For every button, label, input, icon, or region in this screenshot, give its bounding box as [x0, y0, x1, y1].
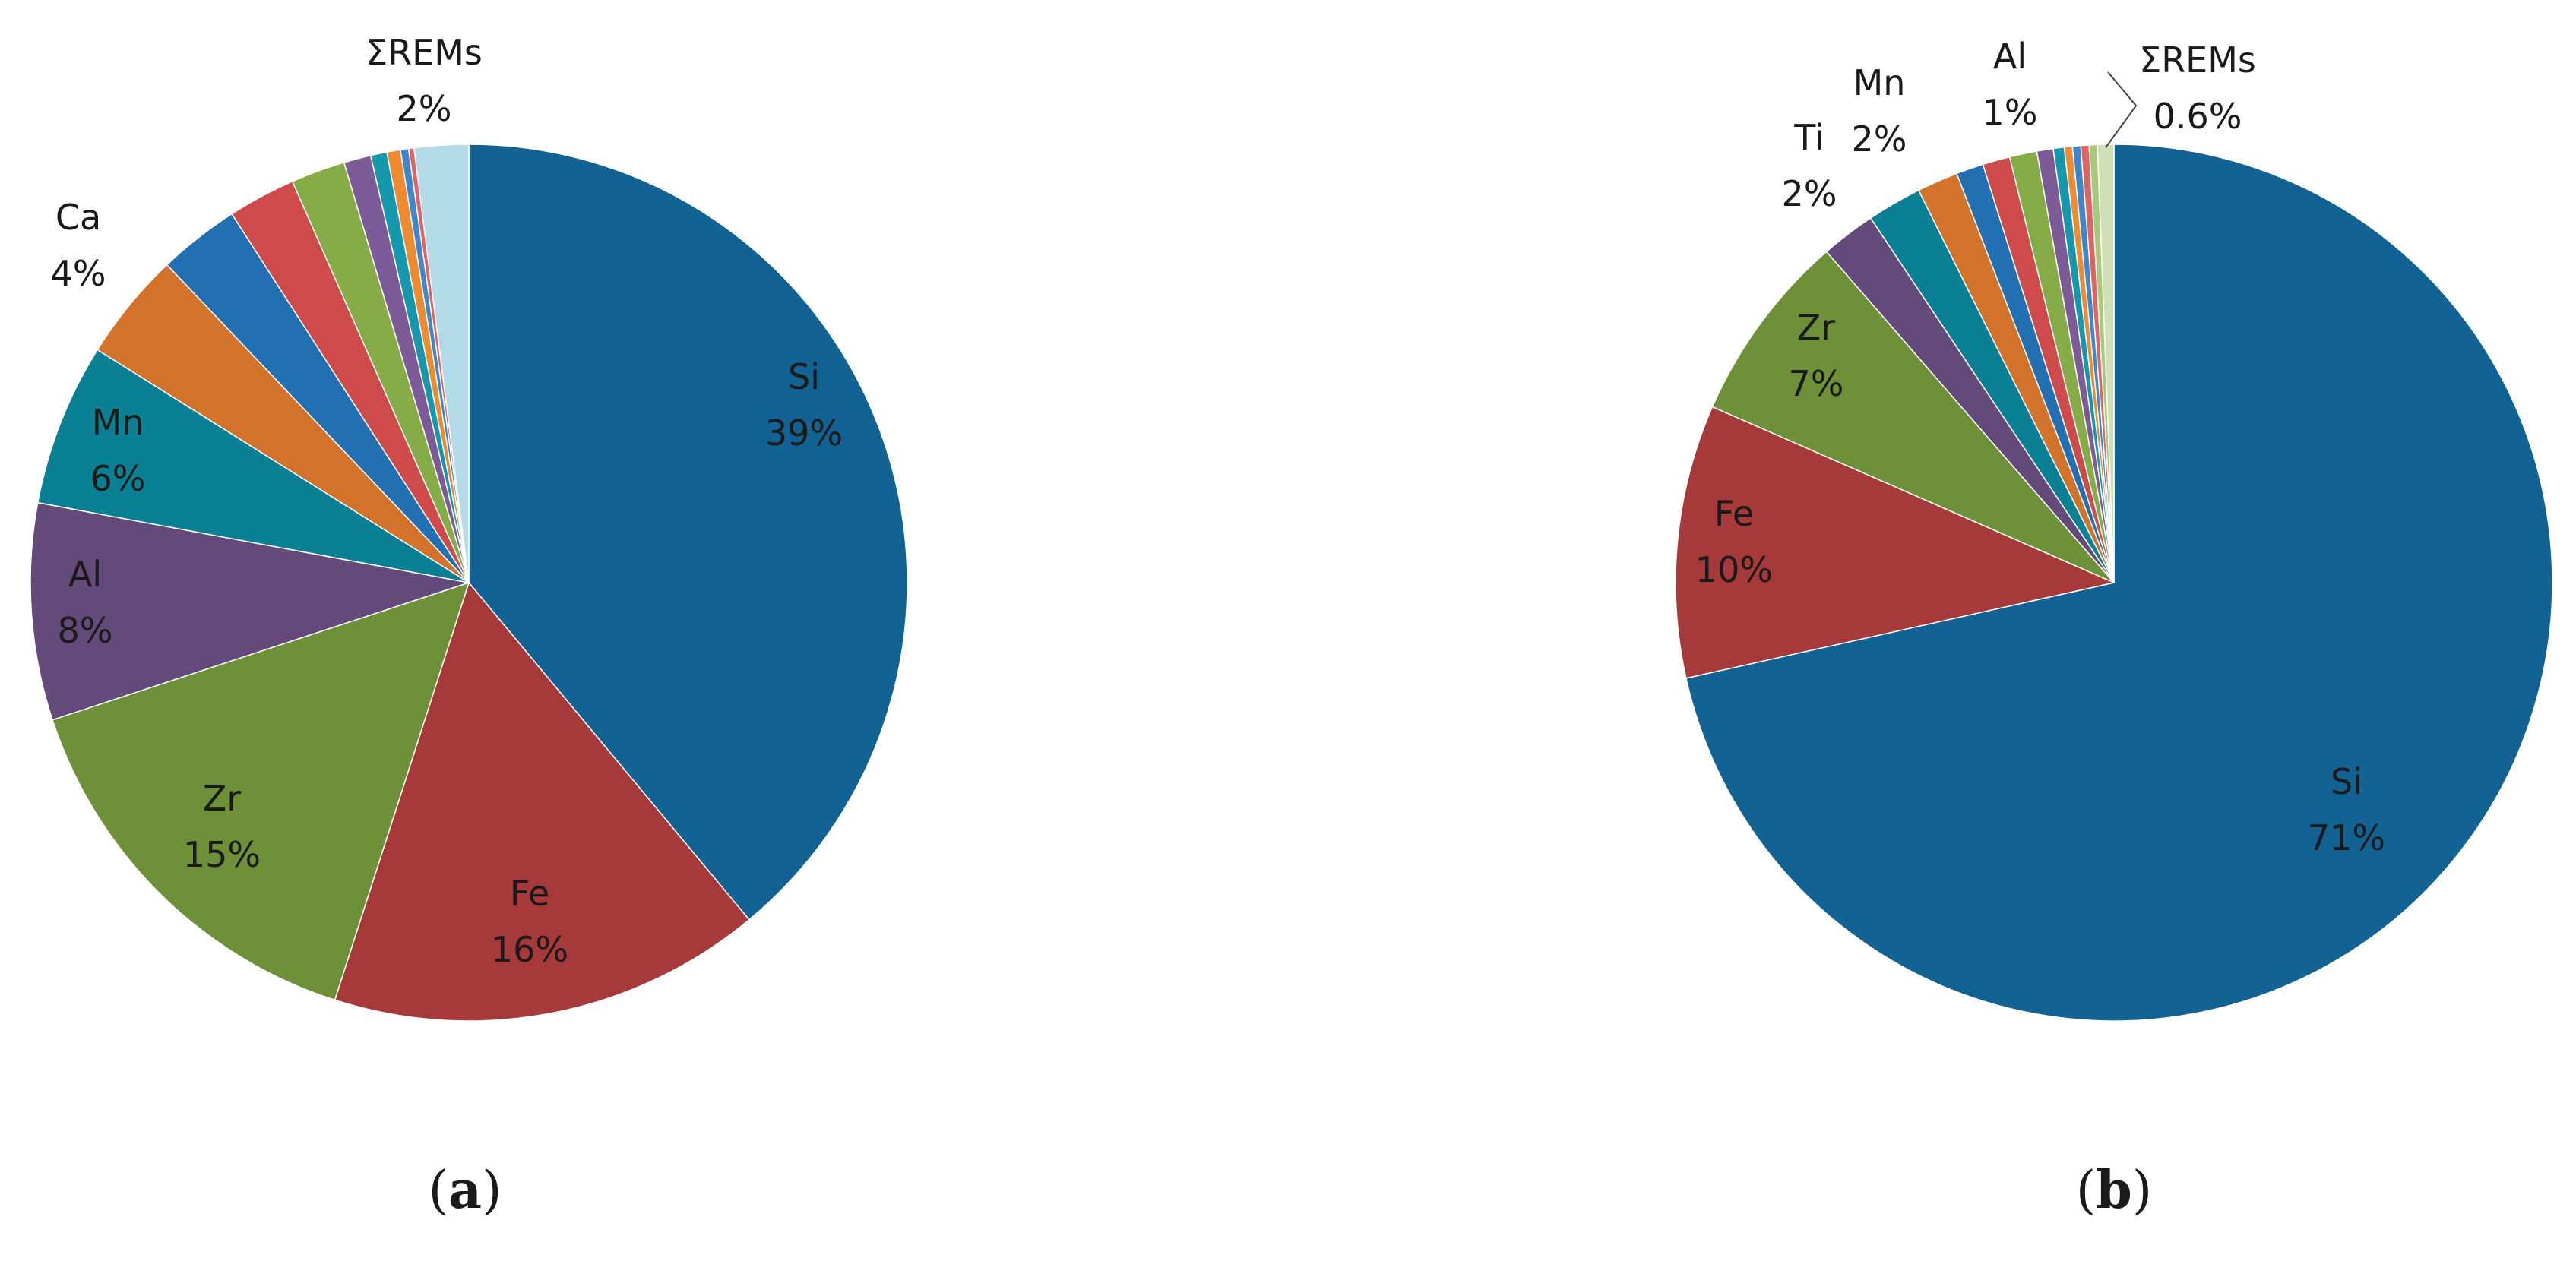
slice-label-name: ΣREMs [366, 32, 483, 73]
pie-a-label-ca: Ca 4% [51, 197, 106, 294]
slice-label-name: Al [68, 554, 102, 595]
slice-label-name: Si [788, 356, 820, 397]
pie-b-label-al: Al 1% [1983, 36, 2038, 133]
slice-label-value: 8% [58, 610, 113, 651]
slice-label-name: Ca [55, 197, 101, 238]
slice-label-value: 71% [2308, 817, 2385, 858]
pie-a-slice-al [30, 501, 470, 721]
pie-b-label-sum-rems: ΣREMs 0.6% [2139, 40, 2256, 137]
panel-label-a: (a) [428, 1160, 502, 1221]
pie-a-label-si: Si 39% [765, 356, 843, 454]
pie-a-label-zr: Zr 15% [183, 778, 261, 875]
slice-label-name: Zr [1797, 307, 1836, 348]
slice-label-value: 6% [90, 458, 146, 499]
pie-a-slice-sum-rems [413, 144, 470, 583]
pie-b-label-fe: Fe 10% [1695, 493, 1773, 590]
slice-label-name: Fe [510, 873, 549, 914]
pie-chart-b: Si 71% Fe 10% Zr 7% Ti 2% Mn 2% Al 1% ΣREMs 0.6% [1675, 36, 2553, 1022]
slice-label-value: 4% [51, 253, 106, 294]
slice-label-name: Mn [1853, 62, 1906, 103]
pie-b-label-zr: Zr 7% [1789, 307, 1844, 404]
pie-a-slice-fe [334, 581, 750, 1022]
pie-b-label-ti: Ti 2% [1782, 117, 1837, 214]
slice-label-value: 39% [765, 412, 843, 454]
slice-label-value: 2% [1852, 119, 1907, 160]
pie-b-label-mn: Mn 2% [1852, 62, 1907, 160]
slice-label-name: Mn [92, 402, 144, 443]
pie-b-slice-zr [1711, 251, 2115, 583]
slice-label-name: Ti [1793, 117, 1824, 158]
slice-label-name: Fe [1714, 493, 1754, 534]
slice-label-value: 15% [183, 834, 261, 875]
slice-label-value: 0.6% [2154, 96, 2242, 137]
slice-label-value: 1% [1983, 92, 2038, 133]
slice-label-name: ΣREMs [2139, 40, 2256, 81]
slice-label-value: 10% [1695, 549, 1773, 590]
pie-b-slice-sum-rems [2097, 144, 2115, 583]
pie-a-slice-zr [52, 581, 470, 1001]
slice-label-name: Zr [203, 778, 242, 819]
panel-label-b-letter: b [2096, 1160, 2132, 1221]
slice-label-value: 16% [491, 929, 568, 970]
slice-label-value: 7% [1789, 363, 1844, 404]
pie-b-slice-fe [1675, 406, 2116, 679]
panel-label-a-letter: a [448, 1160, 482, 1221]
pie-a-slice-si [468, 144, 908, 921]
pie-chart-a: Si 39% Fe 16% Zr 15% Al 8% Mn 6% Ca 4% ΣREMs 2% [30, 32, 908, 1022]
pie-a-label-al: Al 8% [58, 554, 113, 651]
pie-b-label-si: Si 71% [2308, 761, 2385, 858]
pie-a-label-fe: Fe 16% [491, 873, 568, 970]
pie-b-slice-si [1685, 144, 2553, 1022]
panel-label-b: (b) [2076, 1160, 2153, 1221]
pie-a-label-mn: Mn 6% [90, 402, 146, 499]
pie-a-slice-mn [36, 349, 470, 583]
slice-label-value: 2% [1782, 173, 1837, 214]
pie-b-leader-line [2105, 71, 2138, 148]
pie-a-label-sum-rems: ΣREMs 2% [366, 32, 483, 129]
slice-label-name: Si [2331, 761, 2362, 802]
slice-label-value: 2% [397, 88, 452, 129]
slice-label-name: Al [1993, 36, 2027, 77]
